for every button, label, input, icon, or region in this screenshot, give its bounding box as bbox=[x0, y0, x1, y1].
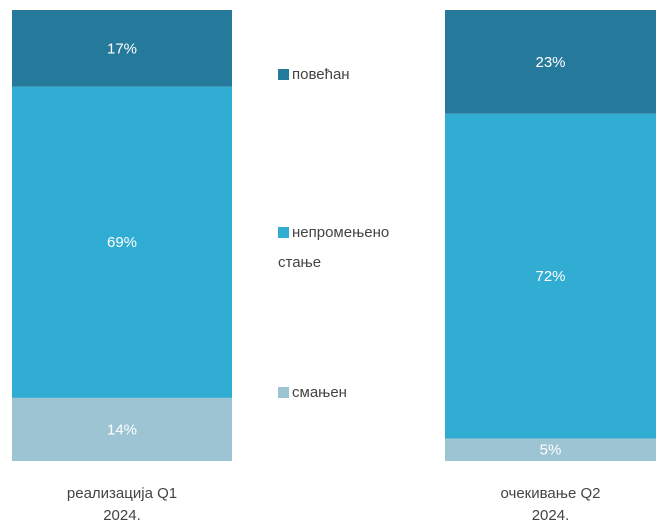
bar-segment bbox=[12, 10, 232, 87]
value-label: 5% bbox=[540, 442, 562, 459]
bar-segment bbox=[12, 397, 232, 461]
legend-swatch bbox=[278, 387, 289, 398]
value-label: 72% bbox=[535, 268, 565, 285]
bar-segment bbox=[12, 86, 232, 398]
value-label: 69% bbox=[107, 234, 137, 251]
value-label: 17% bbox=[107, 40, 137, 57]
bar-segment bbox=[445, 438, 656, 461]
legend-label: смањен bbox=[292, 384, 347, 401]
legend-swatch bbox=[278, 227, 289, 238]
bar-segment bbox=[445, 10, 656, 114]
value-label: 14% bbox=[107, 421, 137, 438]
legend-swatch bbox=[278, 69, 289, 80]
legend-item: смањен bbox=[278, 378, 408, 408]
value-label: 23% bbox=[535, 54, 565, 71]
legend-label: повећан bbox=[292, 66, 350, 83]
bar-segment bbox=[445, 113, 656, 439]
legend-item: повећан bbox=[278, 60, 408, 90]
legend-item: непромењено стање bbox=[278, 218, 408, 278]
x-tick-label: реализација Q1 2024. bbox=[66, 485, 178, 524]
legend-label: непромењено стање bbox=[278, 224, 390, 271]
x-tick-label: очекивање Q2 2024. bbox=[500, 485, 601, 524]
